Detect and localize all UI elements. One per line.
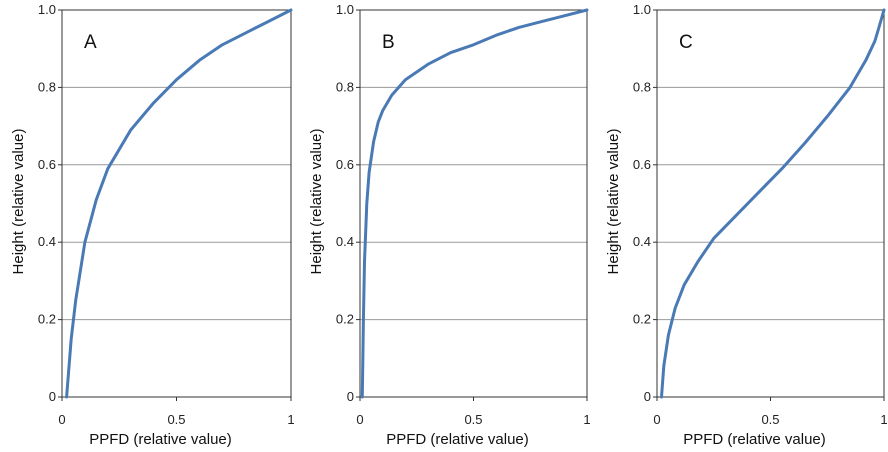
y-tick-label: 0.4	[336, 234, 354, 249]
y-axis-title: Height (relative value)	[308, 129, 325, 275]
y-tick-label: 0.2	[336, 312, 354, 327]
y-tick-label: 1.0	[336, 2, 354, 17]
x-tick-label: 0.5	[167, 412, 185, 427]
y-tick-label: 0.6	[336, 157, 354, 172]
y-tick-label: 0.2	[38, 312, 56, 327]
chart-panel-c: 0 0.2 0.4 0.6 0.8 1.0 0 0.5 1 C PPFD (relative val…	[605, 2, 888, 448]
x-tick-label: 1	[287, 412, 294, 427]
y-tick-label: 0	[49, 389, 56, 404]
x-axis-title: PPFD (relative value)	[386, 431, 529, 448]
plot-frame	[61, 9, 292, 398]
x-tick-label: 1	[880, 412, 887, 427]
panel-label: C	[679, 32, 693, 53]
x-axis-title: PPFD (relative value)	[89, 431, 232, 448]
panel-label: B	[382, 32, 395, 53]
y-tick-label: 0.4	[38, 234, 56, 249]
y-tick-label: 0.2	[633, 312, 651, 327]
x-tick-label: 0	[653, 412, 660, 427]
y-tick-label: 0	[644, 389, 651, 404]
y-tick-label: 0.6	[38, 157, 56, 172]
plot-frame	[359, 9, 588, 398]
y-tick-label: 0.4	[633, 234, 651, 249]
chart-panel-a: 0 0.2 0.4 0.6 0.8 1.0 0 0.5 1 A PPFD (relative val…	[10, 2, 295, 448]
plot-frame	[656, 9, 885, 398]
y-tick-label: 0.8	[38, 79, 56, 94]
y-tick-label: 0.8	[633, 79, 651, 94]
x-tick-label: 0.5	[464, 412, 482, 427]
chart-panel-b: 0 0.2 0.4 0.6 0.8 1.0 0 0.5 1 B PPFD (relative val…	[308, 2, 591, 448]
x-axis-title: PPFD (relative value)	[683, 431, 826, 448]
y-tick-label: 0	[347, 389, 354, 404]
series-line	[360, 8, 589, 399]
x-tick-label: 0.5	[761, 412, 779, 427]
x-tick-label: 0	[356, 412, 363, 427]
series-line	[65, 8, 293, 399]
y-tick-label: 0.8	[336, 79, 354, 94]
y-axis-title: Height (relative value)	[10, 129, 27, 275]
y-tick-label: 1.0	[38, 2, 56, 17]
x-tick-label: 0	[58, 412, 65, 427]
panel-label: A	[84, 32, 97, 53]
y-tick-label: 1.0	[633, 2, 651, 17]
y-axis-title: Height (relative value)	[605, 129, 622, 275]
x-tick-label: 1	[583, 412, 590, 427]
series-line	[660, 8, 886, 399]
y-tick-label: 0.6	[633, 157, 651, 172]
